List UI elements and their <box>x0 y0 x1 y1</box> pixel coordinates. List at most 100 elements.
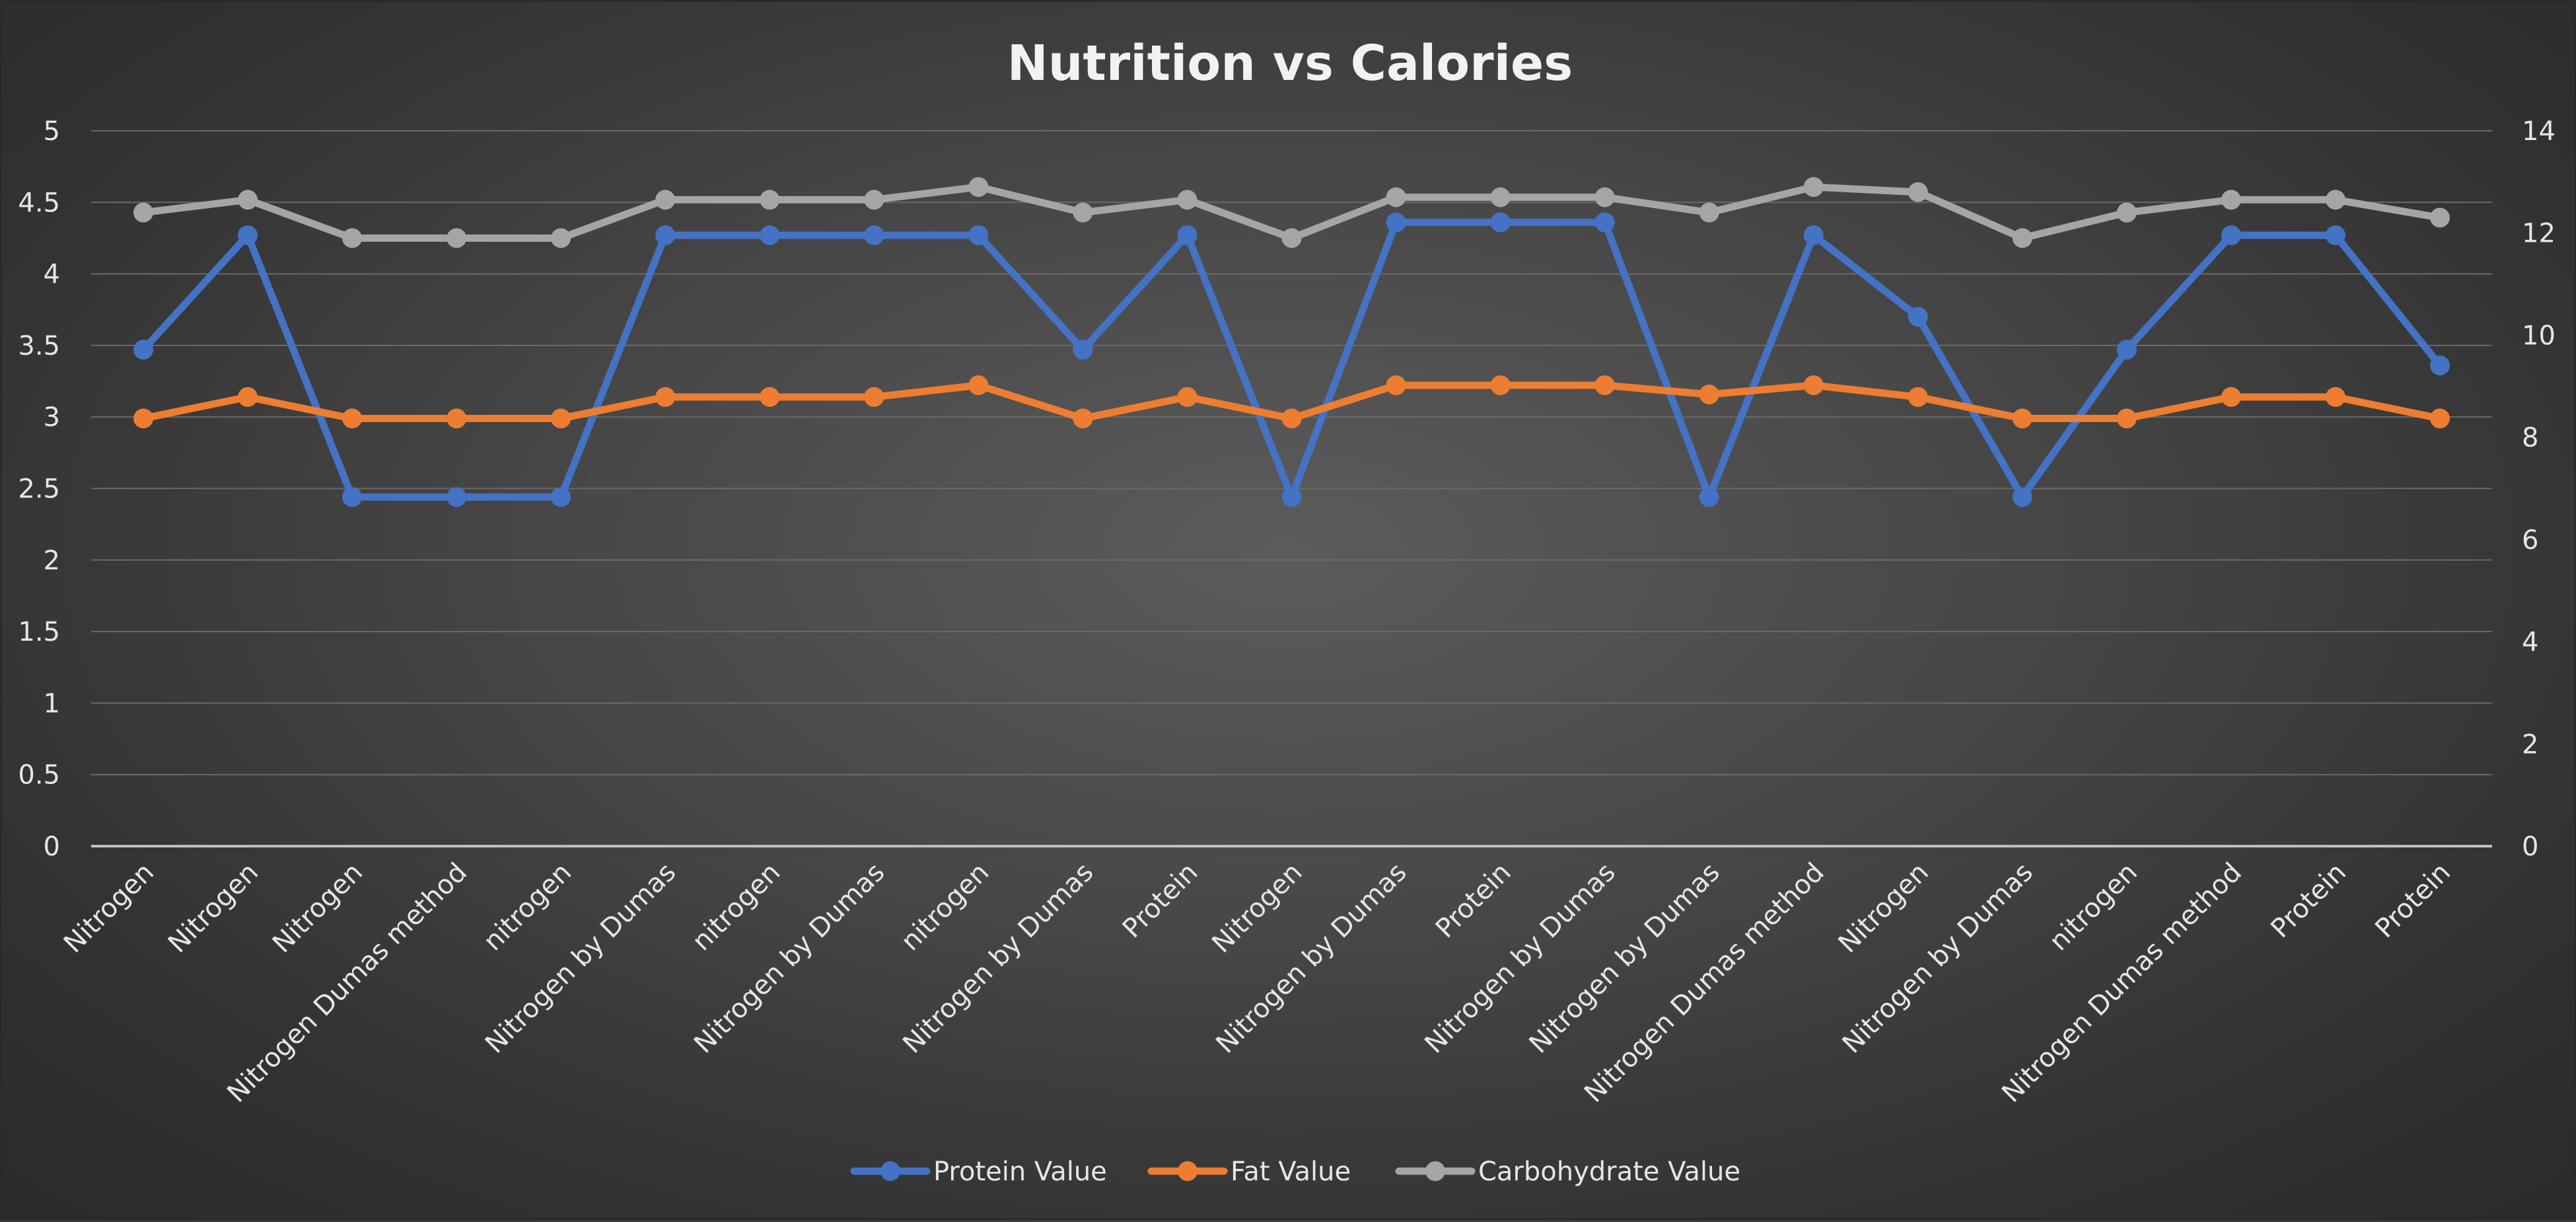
data-point-carbohydrate-value <box>2325 190 2345 210</box>
left-tick-label: 2.5 <box>18 474 60 505</box>
right-y-axis: 0 2 4 6 8 10 12 14 <box>2522 116 2556 862</box>
right-tick-label: 14 <box>2522 116 2556 147</box>
data-point-carbohydrate-value <box>1490 187 1511 207</box>
series-carbohydrate-value <box>133 177 2450 248</box>
x-tick-label: Nitrogen <box>162 857 264 959</box>
legend-label-carbohydrate-value: Carbohydrate Value <box>1478 1157 1740 1187</box>
left-tick-label: 4.5 <box>18 188 60 218</box>
data-point-protein-value <box>1177 225 1198 246</box>
x-tick-label: Nitrogen <box>267 857 369 959</box>
data-point-fat-value <box>968 375 989 396</box>
data-point-protein-value <box>655 225 676 246</box>
data-point-carbohydrate-value <box>2012 228 2032 248</box>
x-tick-label: Nitrogen by Dumas <box>1524 857 1726 1060</box>
data-point-fat-value <box>864 387 884 408</box>
data-point-carbohydrate-value <box>1594 187 1615 207</box>
series-line-protein-value <box>139 219 2444 501</box>
right-tick-label: 4 <box>2522 628 2538 658</box>
data-point-fat-value <box>1386 375 1406 396</box>
left-tick-label: 0 <box>44 832 60 862</box>
data-point-carbohydrate-value <box>968 177 989 198</box>
legend-marker-protein-value <box>880 1161 900 1181</box>
series-fat-value <box>133 375 2450 429</box>
data-point-protein-value <box>2429 355 2450 376</box>
data-point-protein-value <box>2012 487 2032 507</box>
x-tick-label: Nitrogen by Dumas <box>1210 857 1412 1060</box>
data-point-protein-value <box>1803 225 1824 246</box>
legend-label-fat-value: Fat Value <box>1231 1157 1351 1187</box>
left-tick-label: 1 <box>44 688 60 719</box>
data-point-protein-value <box>2221 225 2241 246</box>
data-point-fat-value <box>1699 384 1719 405</box>
data-point-carbohydrate-value <box>2116 202 2137 223</box>
data-point-fat-value <box>1177 387 1198 408</box>
x-tick-label: Nitrogen by Dumas <box>480 857 682 1060</box>
data-point-carbohydrate-value <box>2221 190 2241 210</box>
data-point-carbohydrate-value <box>447 228 467 248</box>
left-y-axis: 0 0.5 1 1.5 2 2.5 3 3.5 4 4.5 5 <box>18 116 60 862</box>
legend-item-fat-value: Fat Value <box>1147 1157 1351 1187</box>
data-point-fat-value <box>238 387 258 408</box>
data-point-protein-value <box>864 225 884 246</box>
data-point-carbohydrate-value <box>1908 182 1928 202</box>
data-point-protein-value <box>2325 225 2345 246</box>
data-point-fat-value <box>342 408 363 429</box>
x-tick-label: Nitrogen by Dumas <box>688 857 890 1060</box>
left-tick-label: 5 <box>44 116 60 147</box>
data-point-fat-value <box>2221 387 2241 408</box>
x-tick-label: nitrogen <box>686 857 786 957</box>
x-tick-label: Nitrogen by Dumas <box>897 857 1099 1060</box>
x-tick-label: Nitrogen <box>1833 857 1935 959</box>
x-tick-label: nitrogen <box>2044 857 2143 957</box>
data-point-fat-value <box>1281 408 1302 429</box>
data-point-fat-value <box>2325 387 2345 408</box>
data-point-carbohydrate-value <box>1177 190 1198 210</box>
data-point-carbohydrate-value <box>1803 177 1824 198</box>
left-tick-label: 0.5 <box>18 760 60 791</box>
legend-marker-carbohydrate-value <box>1425 1161 1445 1181</box>
data-point-carbohydrate-value <box>551 228 571 248</box>
data-point-protein-value <box>2116 340 2137 360</box>
series-protein-value <box>133 212 2450 507</box>
data-point-carbohydrate-value <box>238 190 258 210</box>
left-tick-label: 4 <box>44 260 60 290</box>
left-tick-label: 3 <box>44 402 60 433</box>
series-layer <box>133 177 2450 507</box>
right-tick-label: 10 <box>2522 320 2556 351</box>
data-point-fat-value <box>133 408 154 429</box>
data-point-carbohydrate-value <box>1281 228 1302 248</box>
data-point-carbohydrate-value <box>133 202 154 223</box>
x-tick-label: Nitrogen by Dumas <box>1837 857 2039 1060</box>
data-point-fat-value <box>1073 408 1093 429</box>
data-point-carbohydrate-value <box>655 190 676 210</box>
x-tick-label: Protein <box>1117 857 1204 945</box>
left-tick-label: 1.5 <box>18 617 60 647</box>
data-point-protein-value <box>342 487 363 507</box>
data-point-carbohydrate-value <box>864 190 884 210</box>
x-tick-label: Nitrogen <box>58 857 160 959</box>
data-point-carbohydrate-value <box>2429 207 2450 228</box>
left-tick-label: 3.5 <box>18 331 60 361</box>
legend-marker-fat-value <box>1178 1161 1198 1181</box>
data-point-protein-value <box>1908 306 1928 327</box>
data-point-carbohydrate-value <box>1699 202 1719 223</box>
x-tick-label: Protein <box>2265 857 2352 945</box>
data-point-fat-value <box>1908 387 1928 408</box>
right-tick-label: 6 <box>2522 525 2538 556</box>
data-point-protein-value <box>1281 487 1302 507</box>
legend-item-protein-value: Protein Value <box>850 1157 1107 1187</box>
x-tick-label: Nitrogen <box>1206 857 1308 959</box>
data-point-fat-value <box>2012 408 2032 429</box>
data-point-fat-value <box>551 408 571 429</box>
chart-title: Nutrition vs Calories <box>1007 35 1573 92</box>
right-tick-label: 8 <box>2522 423 2538 453</box>
data-point-fat-value <box>2429 408 2450 429</box>
data-point-protein-value <box>1490 212 1511 233</box>
data-point-protein-value <box>238 225 258 246</box>
data-point-fat-value <box>760 387 780 408</box>
data-point-protein-value <box>551 487 571 507</box>
data-point-protein-value <box>1386 212 1406 233</box>
